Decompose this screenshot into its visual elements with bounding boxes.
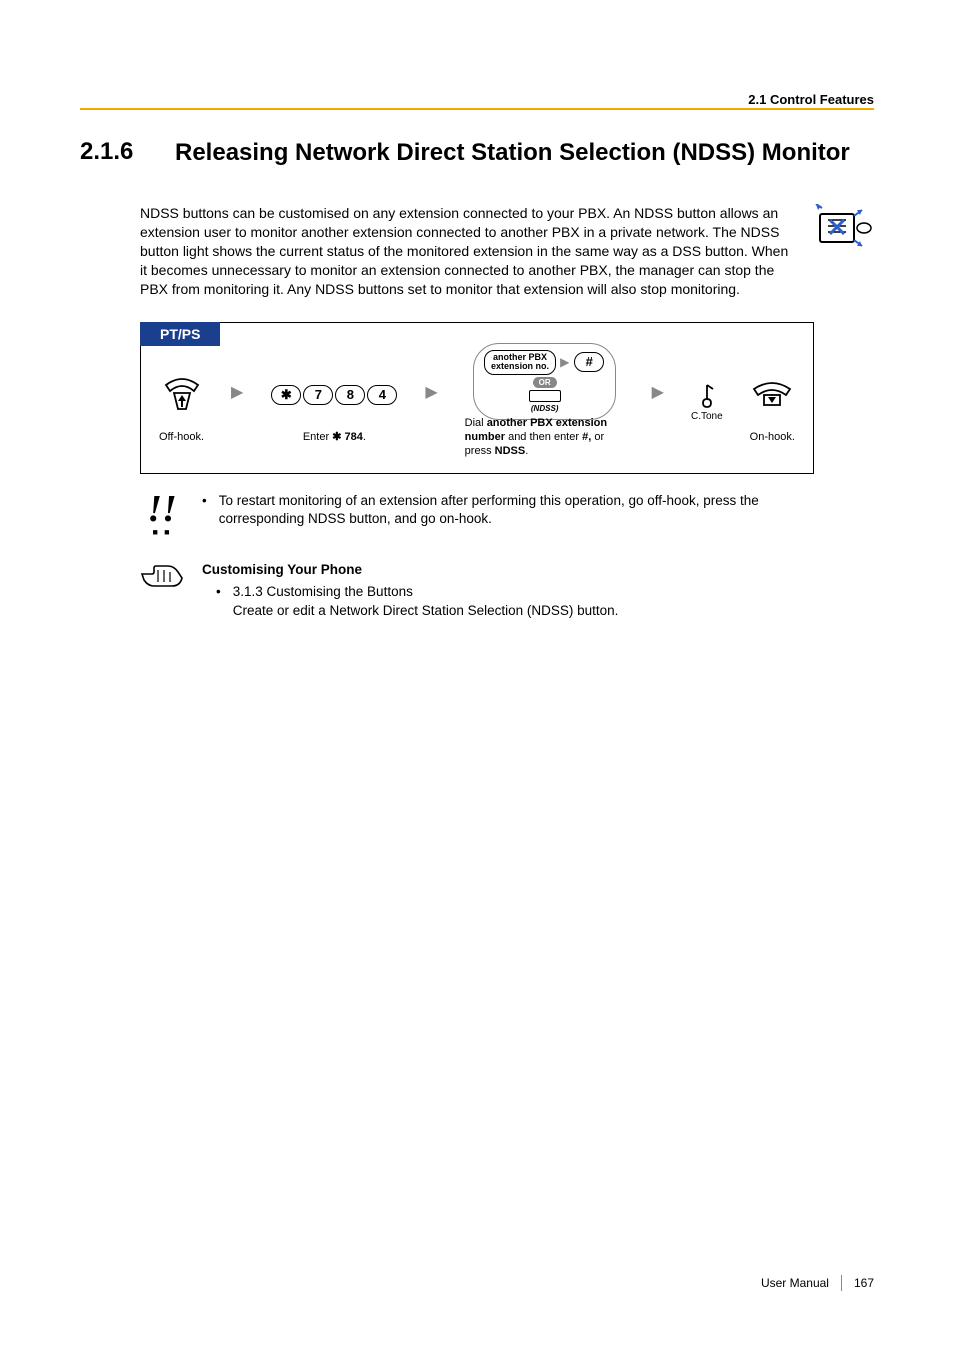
- cust-bullet: •: [216, 582, 221, 621]
- customising-title: Customising Your Phone: [202, 560, 814, 580]
- offhook-icon: [160, 375, 204, 415]
- pointing-hand-icon: [140, 560, 184, 594]
- ctone-label: C.Tone: [691, 411, 723, 422]
- ndss-label: (NDSS): [531, 404, 559, 413]
- ctone-icon: [697, 383, 717, 409]
- intro-paragraph: NDSS buttons can be customised on any ex…: [140, 204, 798, 298]
- section-name: Releasing Network Direct Station Selecti…: [175, 138, 850, 168]
- section-number: 2.1.6: [80, 138, 175, 166]
- ext-no-label: another PBX extension no.: [484, 350, 556, 376]
- dial-caption: Dial another PBX extension number and th…: [465, 417, 625, 458]
- onhook-caption: On-hook.: [750, 431, 795, 445]
- key-hash: #: [574, 352, 604, 372]
- exclamation-icon: !!■ ■: [140, 492, 184, 536]
- key-4: 4: [367, 385, 397, 405]
- or-badge: OR: [533, 377, 557, 388]
- footer-separator: [841, 1275, 842, 1291]
- header-rule: [80, 108, 874, 110]
- cust-ref: 3.1.3 Customising the Buttons: [233, 582, 619, 602]
- inner-arrow-icon: ▶: [560, 355, 569, 369]
- section-title: 2.1.6 Releasing Network Direct Station S…: [80, 138, 874, 168]
- ptps-tab: PT/PS: [140, 322, 220, 346]
- key-7: 7: [303, 385, 333, 405]
- code-caption: Enter ✱ 784.: [303, 431, 366, 445]
- footer-manual: User Manual: [761, 1276, 829, 1290]
- or-group: another PBX extension no. ▶ # OR (NDSS): [473, 343, 616, 421]
- cust-desc: Create or edit a Network Direct Station …: [233, 601, 619, 621]
- flow-arrow-icon: ▶: [425, 382, 437, 402]
- key-star: ✱: [271, 385, 301, 405]
- page-footer: User Manual 167: [761, 1275, 874, 1291]
- flow-arrow-icon: ▶: [231, 382, 243, 402]
- note-bullet: •: [202, 492, 207, 528]
- procedure-box: PT/PS Off-hook. ▶ ✱ 7: [140, 322, 814, 473]
- ndss-button-icon: [529, 390, 561, 402]
- note-text: To restart monitoring of an extension af…: [219, 492, 814, 528]
- onhook-icon: [750, 379, 794, 411]
- footer-page-number: 167: [854, 1276, 874, 1290]
- pbx-network-icon: [814, 204, 874, 254]
- header-section-ref: 2.1 Control Features: [748, 92, 874, 107]
- key-8: 8: [335, 385, 365, 405]
- offhook-caption: Off-hook.: [159, 431, 204, 445]
- flow-arrow-icon: ▶: [652, 382, 664, 402]
